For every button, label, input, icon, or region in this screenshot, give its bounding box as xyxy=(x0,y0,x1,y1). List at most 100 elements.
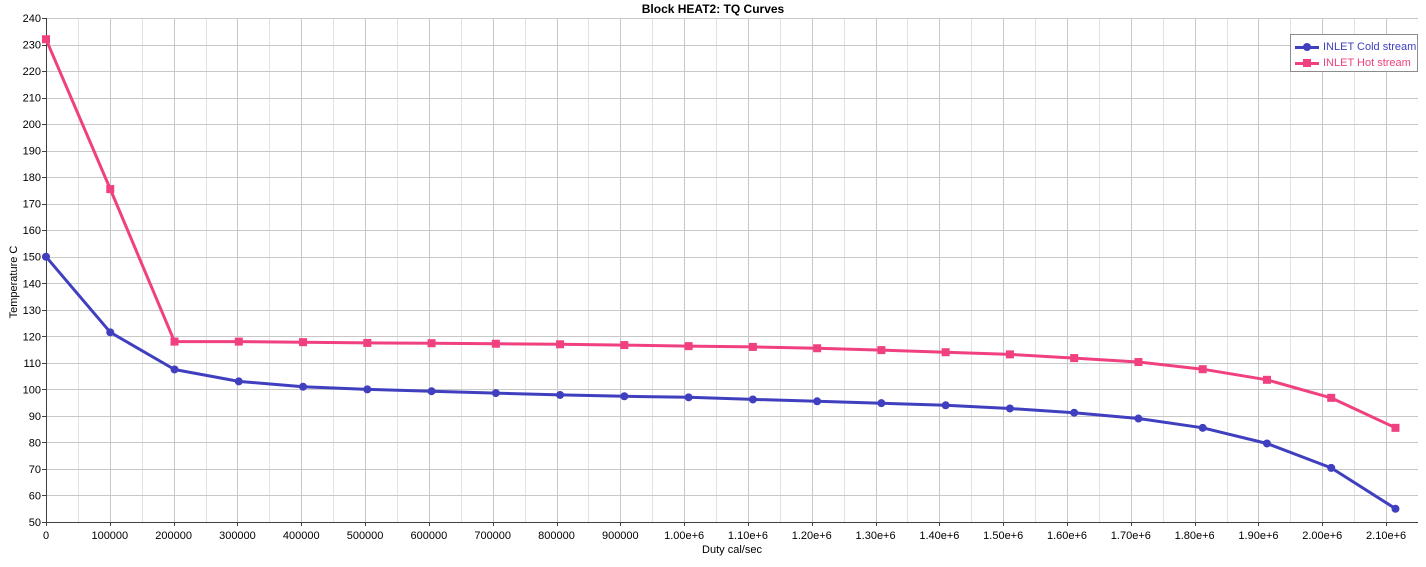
y-tick-label: 80 xyxy=(29,437,41,449)
y-tick-label: 240 xyxy=(23,13,41,25)
plot-background xyxy=(46,18,1418,522)
y-tick-label: 140 xyxy=(23,278,41,290)
y-tick-label: 170 xyxy=(23,199,41,211)
data-point xyxy=(813,397,822,406)
data-point xyxy=(1391,423,1400,432)
data-point xyxy=(42,252,50,261)
y-tick-label: 200 xyxy=(23,119,41,131)
y-tick-label: 210 xyxy=(23,93,41,105)
data-point xyxy=(170,337,179,346)
data-point xyxy=(234,337,243,346)
data-point xyxy=(106,328,115,337)
x-tick-label: 200000 xyxy=(155,530,192,542)
data-point xyxy=(813,344,822,353)
grid xyxy=(46,18,1418,523)
x-tick-label: 1.60e+6 xyxy=(1047,530,1087,542)
data-point xyxy=(684,342,693,351)
legend: INLET Cold stream INLET Hot stream xyxy=(1290,34,1418,72)
x-tick-label: 1.90e+6 xyxy=(1238,530,1278,542)
y-axis-title: Temperature C xyxy=(8,246,20,319)
y-tick-label: 50 xyxy=(29,517,41,529)
x-tick-label: 100000 xyxy=(91,530,128,542)
data-point xyxy=(1198,423,1207,432)
y-tick-label: 110 xyxy=(23,358,41,370)
data-point xyxy=(620,392,629,401)
data-point xyxy=(620,341,629,350)
x-tick-label: 2.10e+6 xyxy=(1366,530,1406,542)
data-point xyxy=(1327,463,1336,472)
x-tick-label: 2.00e+6 xyxy=(1302,530,1342,542)
legend-label-hot-stream: INLET Hot stream xyxy=(1323,57,1411,69)
data-point xyxy=(427,387,436,396)
data-point xyxy=(1327,393,1336,402)
y-tick-label: 60 xyxy=(29,490,41,502)
data-point xyxy=(1262,439,1271,448)
x-tick-label: 0 xyxy=(43,530,49,542)
axes: 0 100000 200000 300000 400000 500000 600000 700… xyxy=(23,13,1418,542)
x-tick-label: 1.30e+6 xyxy=(856,530,896,542)
data-point xyxy=(748,342,757,351)
data-point xyxy=(1134,414,1143,423)
series-line xyxy=(44,255,1397,510)
data-point xyxy=(363,338,372,347)
x-tick-label: 400000 xyxy=(283,530,320,542)
data-point xyxy=(170,365,179,374)
x-axis-title: Duty cal/sec xyxy=(702,544,762,556)
data-point xyxy=(941,401,950,410)
data-point xyxy=(299,338,308,347)
x-tick-label: 1.50e+6 xyxy=(983,530,1023,542)
y-tick-label: 180 xyxy=(23,172,41,184)
y-tick-label: 90 xyxy=(29,411,41,423)
data-point xyxy=(556,340,565,349)
x-tick-label: 800000 xyxy=(538,530,575,542)
data-point xyxy=(1070,354,1079,363)
y-tick-label: 230 xyxy=(23,40,41,52)
data-point xyxy=(1262,375,1271,384)
data-point xyxy=(427,339,436,348)
x-tick-label: 900000 xyxy=(602,530,639,542)
x-tick-label: 300000 xyxy=(219,530,256,542)
y-tick-label: 130 xyxy=(23,305,41,317)
legend-swatch-cold xyxy=(1295,40,1319,54)
data-point xyxy=(1198,365,1207,374)
data-point xyxy=(748,395,757,404)
data-point xyxy=(42,35,50,44)
legend-item-hot-stream: INLET Hot stream xyxy=(1295,56,1411,70)
legend-item-cold-stream: INLET Cold stream xyxy=(1295,40,1416,54)
y-tick-label: 100 xyxy=(23,384,41,396)
x-tick-label: 1.40e+6 xyxy=(919,530,959,542)
data-point xyxy=(1134,358,1143,367)
x-tick-label: 700000 xyxy=(474,530,511,542)
x-tick-label: 1.80e+6 xyxy=(1175,530,1215,542)
data-point xyxy=(556,390,565,399)
legend-label-cold-stream: INLET Cold stream xyxy=(1323,41,1417,53)
series xyxy=(42,35,1400,513)
series-cold-stream xyxy=(42,252,1400,513)
y-tick-label: 190 xyxy=(23,146,41,158)
data-point xyxy=(941,348,950,357)
data-point xyxy=(363,385,372,394)
y-tick-label: 160 xyxy=(23,225,41,237)
y-tick-label: 70 xyxy=(29,464,41,476)
y-tick-label: 150 xyxy=(23,252,41,264)
x-tick-label: 1.70e+6 xyxy=(1111,530,1151,542)
data-point xyxy=(491,339,500,348)
series-hot-stream xyxy=(42,35,1400,432)
data-point xyxy=(1005,404,1014,413)
data-point xyxy=(1005,350,1014,359)
chart-title: Block HEAT2: TQ Curves xyxy=(641,2,785,16)
data-point xyxy=(1391,504,1400,513)
x-tick-label: 1.20e+6 xyxy=(792,530,832,542)
data-point xyxy=(1070,408,1079,417)
x-tick-label: 600000 xyxy=(411,530,448,542)
data-point xyxy=(877,346,886,355)
y-tick-label: 120 xyxy=(23,331,41,343)
x-tick-label: 500000 xyxy=(347,530,384,542)
data-point xyxy=(299,382,308,391)
data-point xyxy=(491,389,500,398)
data-point xyxy=(106,185,115,194)
data-point xyxy=(877,399,886,408)
legend-swatch-hot xyxy=(1295,56,1319,70)
x-tick-label: 1.10e+6 xyxy=(728,530,768,542)
